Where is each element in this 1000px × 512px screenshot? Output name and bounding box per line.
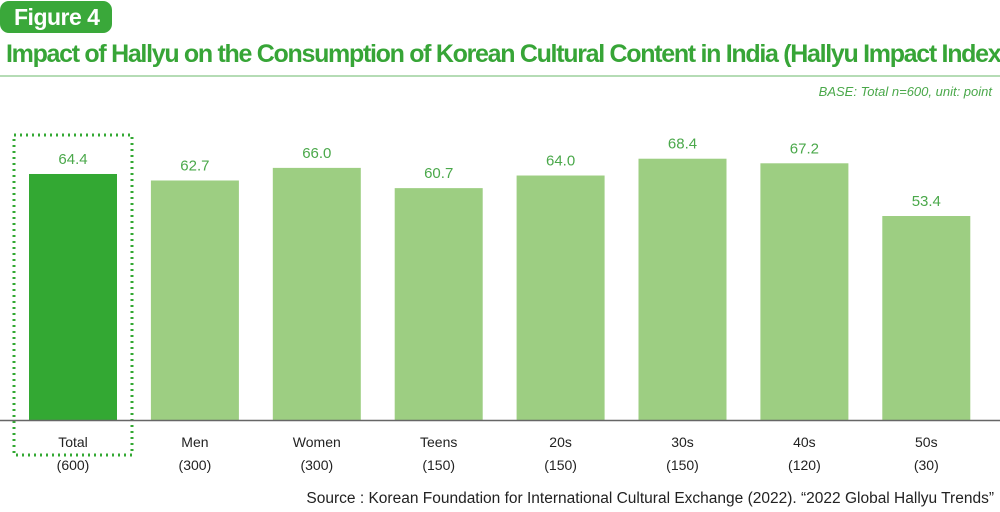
data-label: 64.4: [58, 151, 87, 168]
category-label: 20s: [549, 434, 572, 450]
category-label: Men: [181, 434, 208, 450]
data-label: 60.7: [424, 165, 453, 182]
data-label: 68.4: [668, 136, 697, 153]
data-label: 64.0: [546, 153, 575, 170]
data-label: 62.7: [180, 157, 209, 174]
sample-size-label: (150): [666, 457, 699, 473]
sample-size-label: (600): [57, 457, 90, 473]
bar-women: [272, 167, 361, 420]
bar-50s: [882, 216, 971, 420]
category-label: 30s: [671, 434, 694, 450]
category-label: Women: [293, 434, 341, 450]
sample-size-label: (150): [422, 457, 455, 473]
bar-men: [150, 180, 239, 420]
figure-badge: Figure 4: [0, 1, 112, 33]
bar-30s: [638, 158, 727, 420]
data-label: 66.0: [302, 145, 331, 162]
category-label: 40s: [793, 434, 816, 450]
source-note: Source : Korean Foundation for Internati…: [306, 490, 994, 507]
sample-size-label: (120): [788, 457, 821, 473]
base-note: BASE: Total n=600, unit: point: [818, 84, 992, 99]
sample-size-label: (300): [179, 457, 212, 473]
chart-title: Impact of Hallyu on the Consumption of K…: [6, 40, 1000, 68]
category-label: Total: [58, 434, 88, 450]
bar-teens: [394, 188, 483, 420]
category-label: Teens: [420, 434, 457, 450]
sample-size-label: (150): [544, 457, 577, 473]
highlight-frame: [12, 133, 134, 457]
bar-20s: [516, 175, 605, 420]
bar-total: [29, 173, 117, 420]
category-label: 50s: [915, 434, 938, 450]
data-label: 53.4: [912, 193, 941, 210]
sample-size-label: (300): [300, 457, 333, 473]
data-label: 67.2: [790, 140, 819, 157]
sample-size-label: (30): [914, 457, 939, 473]
bar-40s: [760, 163, 849, 420]
title-divider: [0, 75, 1000, 77]
